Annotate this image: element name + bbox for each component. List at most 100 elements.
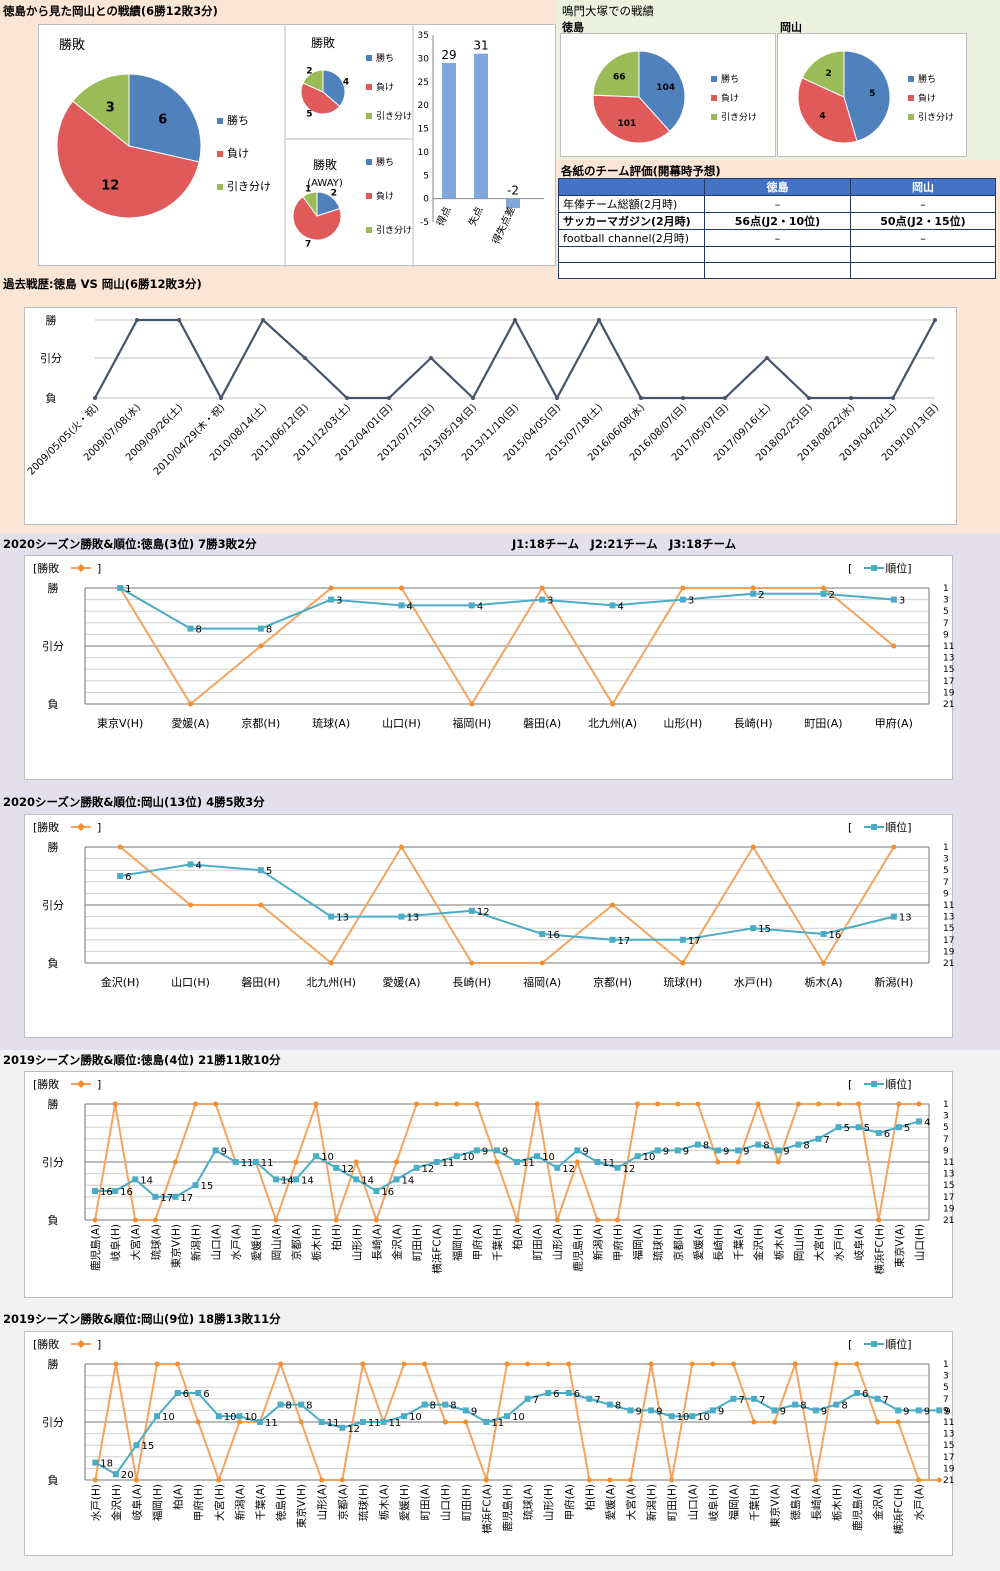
x-tick-label: 新潟(A)	[233, 1484, 246, 1520]
result-point	[328, 585, 334, 591]
rank-value-label: 2	[829, 590, 835, 601]
rank-value-label: 3	[899, 596, 905, 607]
result-point	[586, 1477, 592, 1483]
x-tick-label: 京都(H)	[672, 1224, 685, 1261]
rank-value-label: 6	[574, 1389, 580, 1400]
rank-tick-label: 11	[943, 642, 954, 652]
result-point	[681, 396, 685, 400]
rank-line	[120, 863, 895, 941]
result-point	[695, 1101, 701, 1107]
legend-swatch	[711, 76, 717, 82]
rank-tick-label: 15	[943, 1441, 954, 1451]
rank-point	[853, 1390, 860, 1396]
evaluation-row: サッカーマガジン(2月時) 56点(J2・10位) 50点(J2・15位)	[558, 212, 996, 230]
bar	[506, 198, 520, 208]
x-tick-label: 町田(H)	[412, 1224, 424, 1261]
x-tick-label: 栃木(A)	[377, 1484, 390, 1520]
result-point	[273, 1217, 279, 1223]
legend-swatch	[217, 151, 223, 157]
rank-value-label: 16	[381, 1187, 394, 1198]
rank-value-label: 8	[306, 1401, 312, 1412]
rank-value-label: 9	[656, 1406, 662, 1417]
rank-value-label: 9	[582, 1146, 588, 1157]
rank-tick-label: 19	[943, 1464, 954, 1474]
rank-value-label: 4	[196, 860, 202, 871]
rank-point	[232, 1159, 239, 1165]
result-point	[328, 960, 334, 966]
evaluation-header-tokushima: 徳島	[704, 178, 851, 196]
rank-point	[771, 1407, 778, 1414]
result-point	[836, 1101, 842, 1107]
rank-point	[820, 931, 827, 937]
rank-point	[874, 1395, 881, 1402]
rank-point	[730, 1395, 737, 1402]
season-title: 2019シーズン勝敗&順位:徳島(4位) 21勝11敗10分	[3, 1053, 281, 1067]
result-point	[345, 396, 349, 400]
evaluation-cell: football channel(2月時)	[558, 229, 705, 247]
rank-point	[514, 1159, 521, 1165]
x-tick-label: 新潟(H)	[645, 1484, 658, 1521]
rank-tick-label: 7	[943, 878, 949, 888]
x-tick-label: 山口(H)	[440, 1484, 452, 1521]
rank-value-label: 10	[244, 1412, 257, 1423]
rank-point	[890, 596, 897, 603]
rank-value-label: 9	[903, 1406, 909, 1417]
rank-point	[174, 1390, 181, 1396]
pie-value-label: 5	[306, 109, 312, 119]
pie-slice	[56, 100, 200, 219]
result-point	[821, 960, 826, 966]
result-point	[494, 1159, 500, 1165]
x-tick-label: 愛媛(H)	[398, 1484, 411, 1521]
x-tick-label: 琉球(H)	[357, 1484, 370, 1521]
rank-tick-label: 13	[943, 913, 954, 923]
result-point	[469, 960, 475, 966]
legend-swatch	[366, 159, 372, 165]
rank-value-label: 7	[533, 1395, 539, 1406]
rank-point	[709, 1407, 716, 1414]
rank-point	[328, 596, 335, 603]
x-tick-label: 横浜FC(A)	[431, 1224, 444, 1274]
rank-point	[795, 1141, 802, 1148]
x-tick-label: 岡山(H)	[793, 1224, 805, 1261]
x-tick-label: 山形(A)	[317, 1484, 329, 1520]
rank-value-label: 10	[224, 1412, 237, 1423]
rank-tick-label: 3	[943, 1372, 949, 1382]
rank-point	[236, 1413, 243, 1420]
rank-point	[398, 602, 405, 609]
pie-slice	[292, 195, 342, 241]
legend-swatch	[217, 184, 223, 190]
result-point	[821, 585, 826, 591]
rank-value-label: 10	[409, 1412, 422, 1423]
pie-title: 勝敗	[311, 35, 335, 50]
rank-point	[380, 1419, 387, 1425]
rank-value-label: 6	[862, 1389, 868, 1400]
result-point	[188, 701, 193, 707]
x-tick-label: 横浜FC(H)	[892, 1484, 905, 1534]
result-point	[483, 1477, 489, 1483]
legend-swatch	[217, 118, 223, 124]
rank-value-label: 11	[602, 1158, 615, 1169]
rank-value-label: 8	[196, 625, 202, 636]
x-tick-label: 新潟(H)	[874, 975, 913, 989]
rank-value-label: 16	[547, 930, 560, 941]
legend-result-label: [勝敗	[33, 820, 59, 834]
legend-label: 負け	[227, 147, 249, 160]
result-point	[525, 1361, 531, 1367]
result-line	[94, 1100, 919, 1224]
result-point	[399, 585, 404, 591]
result-point	[765, 356, 769, 360]
x-tick-label: 鹿児島(A)	[851, 1484, 864, 1531]
rank-point	[462, 1407, 469, 1414]
rank-point	[679, 936, 686, 943]
result-point	[555, 396, 559, 400]
rank-value-label: 7	[823, 1135, 829, 1146]
legend-swatch	[366, 227, 372, 233]
rank-point	[133, 1442, 140, 1449]
legend-result-marker	[77, 1080, 85, 1088]
legend-label: 勝ち	[721, 73, 739, 85]
result-point	[117, 844, 123, 850]
rank-value-label: 8	[450, 1401, 456, 1412]
x-tick-label: 町田(H)	[461, 1484, 473, 1521]
rank-value-label: 3	[688, 596, 694, 607]
rank-value-label: 4	[924, 1117, 930, 1128]
